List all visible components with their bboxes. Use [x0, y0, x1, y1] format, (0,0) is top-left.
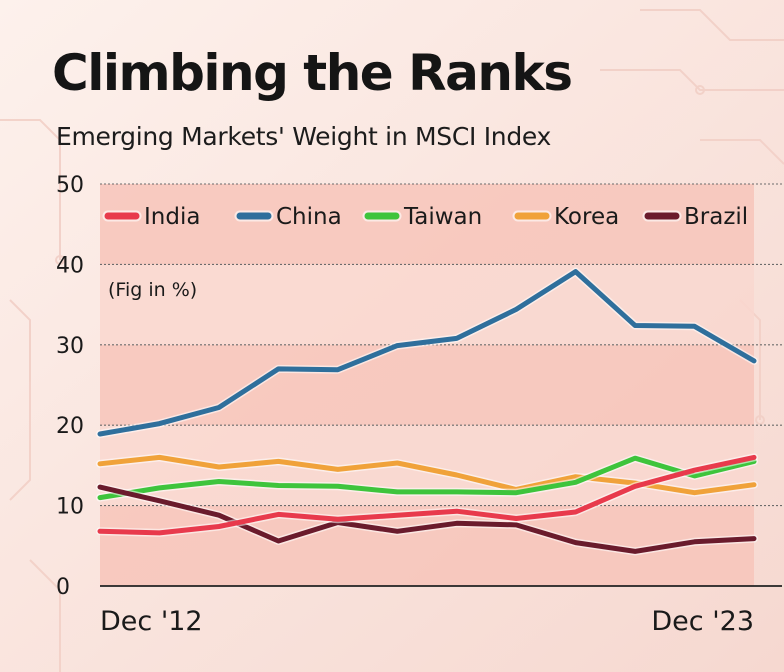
legend-label-taiwan: Taiwan [403, 204, 482, 230]
series-line-india [97, 454, 757, 536]
y-tick-label: 10 [56, 495, 84, 520]
legend-label-china: China [276, 204, 342, 230]
series-line-taiwan [97, 455, 757, 501]
chart-subtitle: Emerging Markets' Weight in MSCI Index [56, 122, 552, 151]
chart-title: Climbing the Ranks [52, 44, 573, 102]
legend-label-brazil: Brazil [684, 204, 748, 230]
series-line-brazil [97, 484, 757, 554]
legend-label-korea: Korea [554, 204, 619, 230]
y-tick-label: 50 [56, 173, 84, 198]
legend-label-india: India [144, 204, 200, 230]
y-tick-label: 30 [56, 334, 84, 359]
units-note: (Fig in %) [108, 279, 197, 301]
y-tick-label: 20 [56, 414, 84, 439]
y-tick-label: 0 [56, 575, 70, 600]
series-line-china [97, 269, 757, 437]
plot-band [100, 264, 754, 345]
y-tick-label: 40 [56, 253, 84, 278]
x-tick-label-last: Dec '23 [651, 606, 754, 637]
x-tick-label-first: Dec '12 [100, 606, 203, 637]
plot-band [100, 184, 754, 265]
